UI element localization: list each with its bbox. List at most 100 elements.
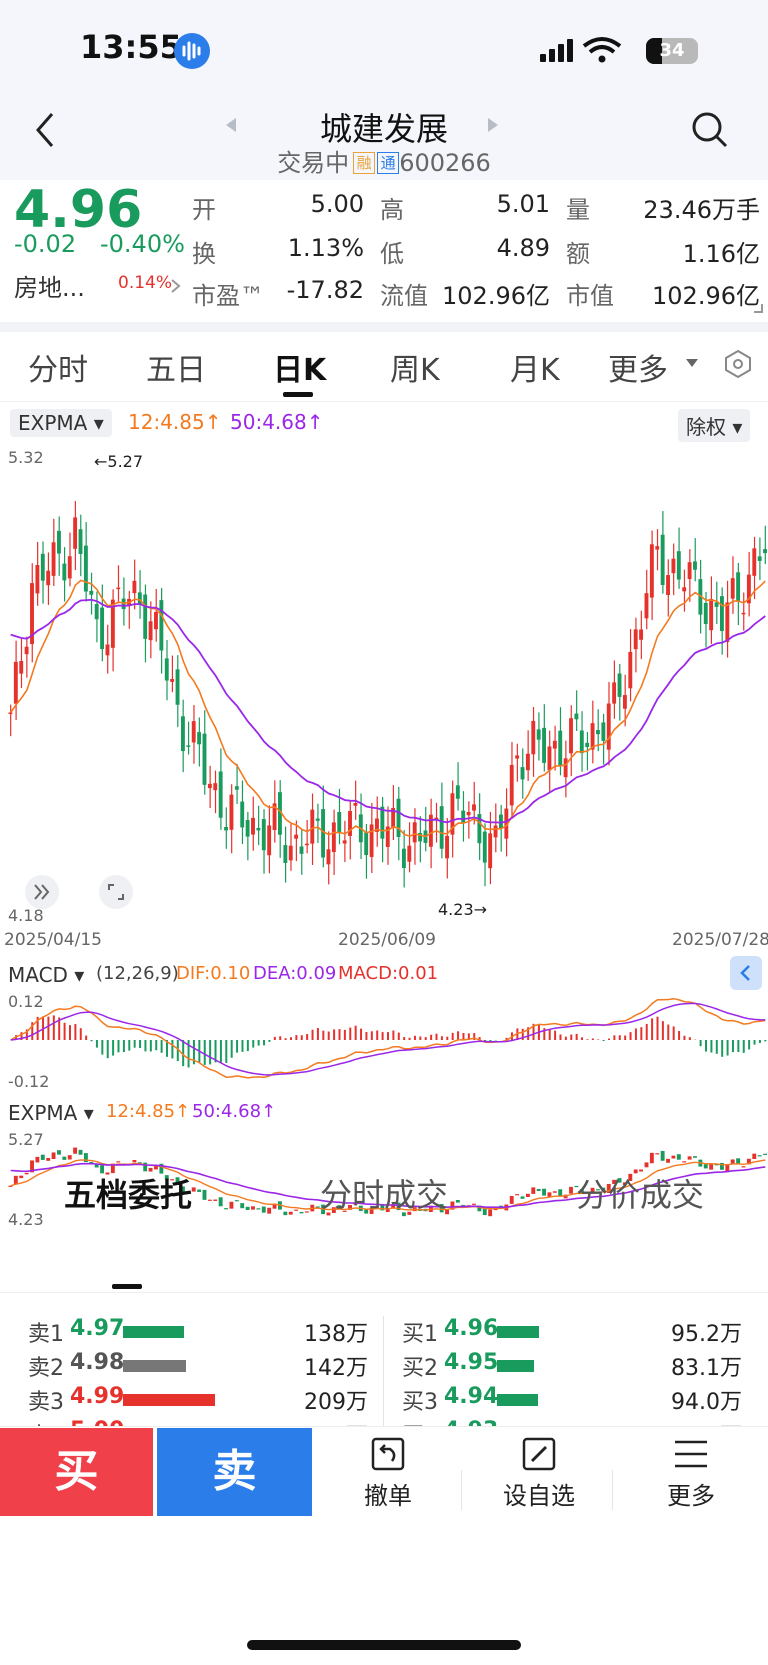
buy-button[interactable]: 买: [0, 1428, 153, 1516]
candle-body: [482, 831, 487, 863]
candle-body: [687, 562, 692, 580]
tab-tick-trades[interactable]: 分时成交: [320, 1176, 449, 1214]
mini-candle: [78, 1149, 83, 1155]
fullscreen-icon[interactable]: [98, 874, 134, 910]
active-tab-indicator: [283, 392, 313, 397]
candle-body: [714, 602, 719, 607]
candle-body: [418, 832, 423, 842]
candle-body: [24, 646, 29, 655]
ask-row[interactable]: 卖1 4.97 138万: [28, 1316, 368, 1350]
ask-row[interactable]: 卖3 4.99 209万: [28, 1384, 368, 1418]
candle-body: [245, 820, 250, 837]
candle-body: [455, 785, 460, 799]
mini-candle: [288, 1211, 293, 1215]
collapse-panel-button[interactable]: [730, 956, 762, 990]
candle-body: [639, 629, 644, 640]
candle-body: [542, 727, 547, 763]
mini-candle: [57, 1150, 61, 1155]
candle-body: [380, 806, 385, 839]
tab-monthly-k[interactable]: 月K: [510, 353, 560, 388]
chevron-right-icon: [171, 279, 181, 293]
float-cap-value: 102.96亿: [442, 282, 550, 310]
candle-body: [628, 651, 633, 689]
mini-candle: [649, 1152, 654, 1164]
expand-corner-icon[interactable]: [752, 302, 764, 314]
next-stock-icon[interactable]: [486, 116, 500, 134]
open-value: 5.00: [310, 190, 364, 218]
bid-row[interactable]: 买2 4.95 83.1万: [402, 1350, 742, 1384]
macd-select[interactable]: MACD ▾: [4, 961, 89, 989]
ask-volume-bar: [123, 1360, 186, 1372]
mini-candle: [633, 1169, 638, 1174]
candle-body: [110, 599, 115, 648]
search-icon[interactable]: [690, 110, 730, 150]
signal-wifi-icon: [540, 37, 622, 63]
more-button[interactable]: 更多: [636, 1436, 746, 1511]
candle-body: [213, 783, 218, 791]
settings-hex-icon[interactable]: [722, 348, 754, 380]
ask-volume: 138万: [304, 1322, 368, 1347]
tab-intraday[interactable]: 分时: [28, 353, 88, 388]
mini-candle: [234, 1200, 239, 1202]
prev-stock-icon[interactable]: [224, 116, 238, 134]
bid-label: 买1: [402, 1322, 438, 1347]
tab-daily-k[interactable]: 日K: [273, 353, 327, 388]
mini-candle: [110, 1163, 115, 1174]
candle-body: [407, 845, 412, 862]
mini-candle: [331, 1207, 336, 1214]
mini-candle: [294, 1209, 299, 1211]
tab-five-day[interactable]: 五日: [146, 353, 206, 388]
sub-indicator-select[interactable]: EXPMA ▾: [4, 1099, 98, 1127]
macd-dif: DIF:0.10: [176, 963, 251, 984]
candle-body: [590, 723, 595, 750]
tab-more[interactable]: 更多: [608, 353, 668, 388]
back-icon[interactable]: [30, 110, 60, 150]
tab-order-book[interactable]: 五档委托: [64, 1176, 193, 1214]
cancel-order-button[interactable]: 撤单: [333, 1436, 443, 1511]
bid-row[interactable]: 买3 4.94 94.0万: [402, 1384, 742, 1418]
candle-body: [180, 716, 185, 752]
mini-candle: [407, 1211, 412, 1215]
mini-candle: [391, 1204, 396, 1209]
ask-volume-bar: [123, 1394, 216, 1406]
margin-badge: 融: [353, 152, 376, 174]
candle-body: [73, 517, 78, 549]
mini-candle: [763, 1153, 767, 1155]
mini-candle: [525, 1193, 530, 1198]
pe-label: 市盈™: [192, 282, 264, 310]
indicator-select[interactable]: EXPMA ▾: [10, 409, 112, 437]
candle-body: [143, 594, 148, 639]
mini-candle: [175, 1177, 180, 1185]
mini-candle: [218, 1197, 223, 1207]
stock-title: 城建发展: [319, 110, 448, 148]
candle-body: [46, 570, 51, 586]
adjust-select[interactable]: 除权 ▾: [678, 409, 751, 442]
expma-mini-chart[interactable]: [0, 1128, 768, 1228]
mini-candle: [304, 1211, 309, 1213]
ask-label: 卖3: [28, 1390, 64, 1415]
ask-row[interactable]: 卖2 4.98 142万: [28, 1350, 368, 1384]
macd-chart[interactable]: [0, 990, 768, 1088]
candle-body: [369, 824, 374, 857]
sector-name[interactable]: 房地...: [14, 274, 85, 302]
candle-body: [585, 742, 590, 748]
mini-candle: [299, 1211, 304, 1214]
candle-body: [256, 827, 261, 831]
tab-weekly-k[interactable]: 周K: [390, 353, 440, 388]
candlestick-chart[interactable]: [0, 440, 768, 925]
candle-body: [202, 733, 207, 785]
cancel-order-label: 撤单: [364, 1482, 412, 1510]
mini-candle: [369, 1207, 374, 1214]
fast-forward-icon[interactable]: [24, 874, 60, 910]
candle-body: [596, 730, 600, 735]
candle-body: [644, 593, 649, 619]
bid-row[interactable]: 买1 4.96 95.2万: [402, 1316, 742, 1350]
candle-body: [606, 703, 611, 750]
divider: [461, 1470, 462, 1510]
mini-candle: [509, 1195, 514, 1204]
add-watchlist-button[interactable]: 设自选: [484, 1436, 594, 1511]
sell-button[interactable]: 卖: [157, 1428, 312, 1516]
tab-price-volume[interactable]: 分价成交: [576, 1176, 705, 1214]
candle-body: [337, 811, 342, 833]
mini-candle: [8, 1185, 13, 1187]
